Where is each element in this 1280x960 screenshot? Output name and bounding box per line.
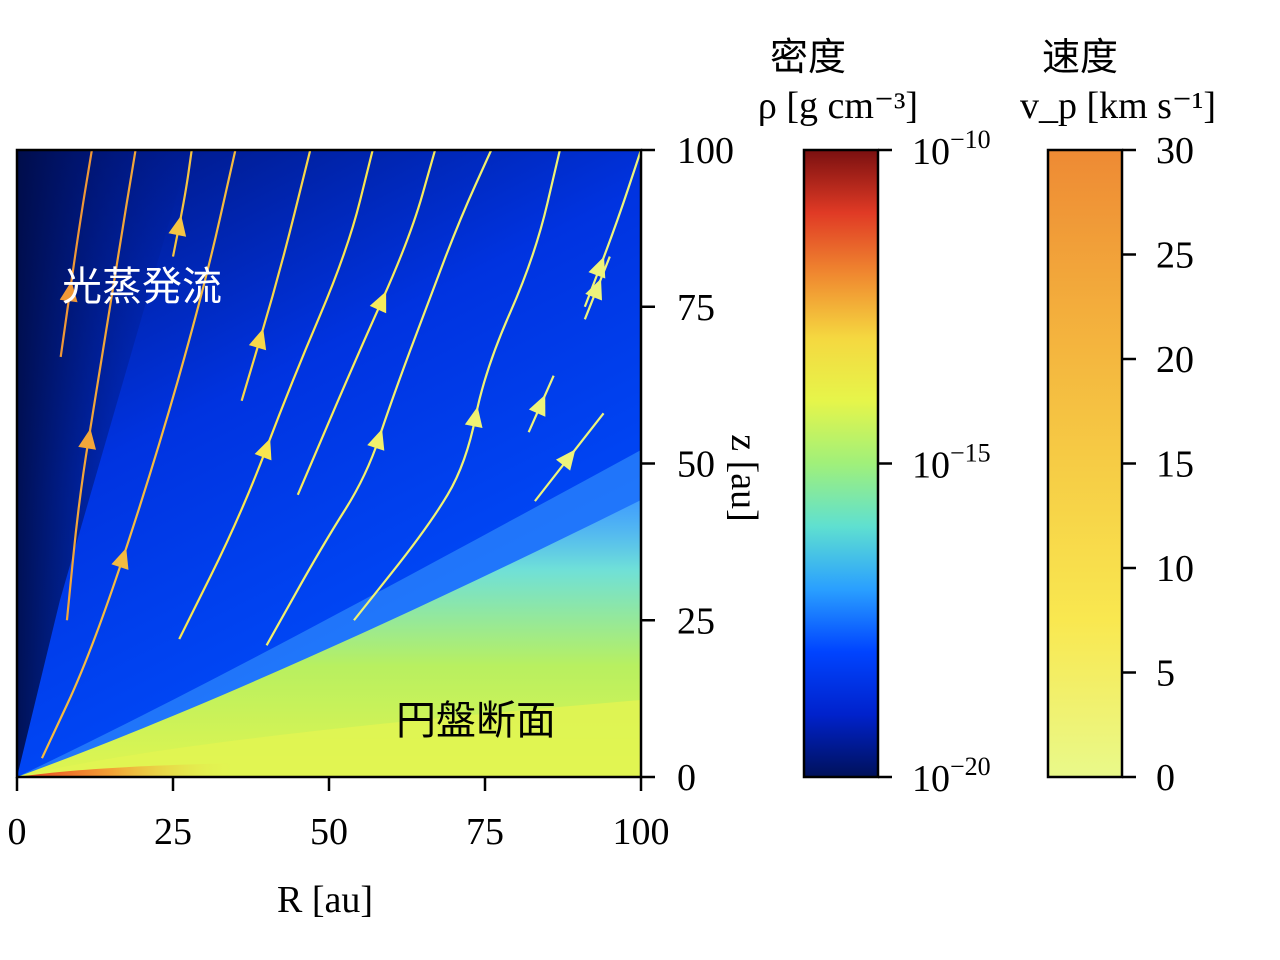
velocity-tick-label: 5 [1156, 653, 1175, 695]
density-tick-label: 10−15 [912, 439, 991, 487]
streamline-arrow [111, 548, 129, 570]
wind-annotation: 光蒸発流 [62, 264, 222, 310]
disk-annotation: 円盤断面 [396, 698, 556, 744]
streamline [265, 150, 493, 646]
y-tick-label: 100 [677, 130, 734, 172]
y-tick-label: 25 [677, 600, 715, 642]
x-axis-label: R [au] [277, 879, 373, 921]
density-colorbar-title: 密度 [770, 35, 846, 79]
streamline [40, 150, 237, 759]
y-axis-label: z [au] [723, 434, 765, 522]
y-tick-label: 75 [677, 287, 715, 329]
x-tick-label: 75 [466, 811, 504, 853]
streamline-arrow [59, 281, 78, 303]
velocity-tick-label: 30 [1156, 130, 1194, 172]
x-tick-label: 100 [613, 811, 670, 853]
density-colorbar-ticks: 10−20 10−15 10−10 [878, 125, 991, 800]
x-tick-label: 25 [154, 811, 192, 853]
x-tick-label: 50 [310, 811, 348, 853]
streamline-arrow [367, 428, 385, 451]
density-colorbar-bar [802, 148, 880, 779]
velocity-tick-label: 25 [1156, 235, 1194, 277]
velocity-tick-label: 15 [1156, 444, 1194, 486]
density-tick-label: 10−20 [912, 752, 991, 800]
velocity-tick-label: 20 [1156, 339, 1194, 381]
velocity-colorbar-bar [1046, 148, 1124, 779]
y-tick-label: 50 [677, 444, 715, 486]
x-tick-label: 0 [8, 811, 27, 853]
velocity-tick-label: 10 [1156, 548, 1194, 590]
streamline-arrow [369, 291, 387, 314]
density-colorbar: 密度 ρ [g cm⁻³] 10−20 10−15 10−10 [758, 35, 991, 800]
streamlines [40, 150, 641, 759]
streamline [178, 150, 374, 640]
y-tick-label: 0 [677, 757, 696, 799]
velocity-colorbar: 速度 v_p [km s⁻¹] 0 5 10 15 20 25 30 [1020, 35, 1216, 799]
streamline-arrow [464, 406, 483, 429]
velocity-colorbar-title: 速度 [1042, 35, 1118, 79]
streamline-arrow [78, 428, 97, 450]
x-axis-ticks: 0 25 50 75 100 [8, 777, 670, 853]
streamline-arrow [555, 449, 576, 471]
streamline-arrow [248, 328, 267, 351]
velocity-tick-label: 0 [1156, 757, 1175, 799]
streamline-arrow [168, 215, 187, 237]
streamline-arrow [588, 256, 606, 279]
density-heatmap [17, 150, 641, 777]
density-tick-label: 10−10 [912, 125, 991, 173]
y-axis-ticks: 0 25 50 75 100 [641, 130, 734, 799]
streamline [65, 150, 137, 621]
density-colorbar-label: ρ [g cm⁻³] [758, 85, 918, 127]
velocity-colorbar-ticks: 0 5 10 15 20 25 30 [1122, 130, 1194, 799]
velocity-colorbar-label: v_p [km s⁻¹] [1020, 85, 1216, 127]
streamline-arrow [254, 438, 272, 461]
streamline-arrow [528, 394, 546, 417]
